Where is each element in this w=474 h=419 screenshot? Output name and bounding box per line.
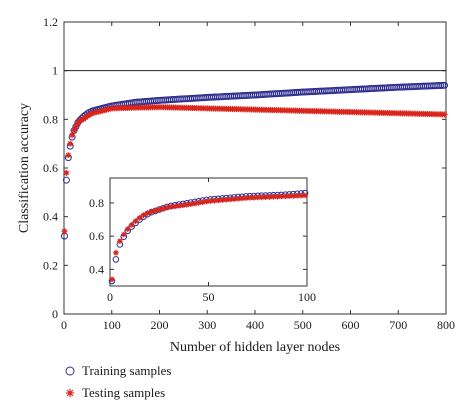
main-x-tick-label: 800 [437, 318, 455, 332]
testing-point [69, 132, 76, 139]
testing-point [136, 215, 143, 221]
testing-point [152, 207, 159, 214]
main-y-tick-label: 0.6 [43, 161, 58, 175]
testing-point [109, 276, 115, 283]
main-series-training-samples [60, 81, 449, 240]
testing-point [140, 212, 147, 218]
legend: Training samples Testing samples [65, 363, 171, 400]
testing-point [441, 111, 448, 118]
testing-point [231, 196, 237, 202]
main-y-tick-label: 0 [52, 307, 58, 321]
testing-point [132, 218, 139, 224]
testing-point [258, 194, 265, 201]
training-point [65, 366, 75, 376]
testing-point [223, 196, 230, 203]
testing-point [67, 140, 74, 147]
testing-point [176, 203, 182, 209]
x-axis-label: Number of hidden layer nodes [170, 340, 340, 355]
inset-y-tick-label: 0.6 [89, 229, 104, 243]
testing-point [274, 193, 281, 200]
main-x-tick-label: 300 [198, 318, 216, 332]
testing-point [187, 201, 194, 208]
testing-point [65, 152, 72, 159]
testing-point [124, 226, 131, 232]
testing-point [120, 231, 127, 238]
main-y-tick-label: 1 [52, 64, 58, 78]
testing-point [247, 195, 253, 201]
testing-point [61, 228, 68, 235]
main-x-tick-label: 600 [342, 318, 360, 332]
inset-y-tick-label: 0.8 [89, 196, 104, 210]
main-x-tick-label: 0 [61, 318, 67, 332]
testing-point [199, 199, 206, 206]
inset-series-testing-samples [109, 192, 308, 283]
inset-x-tick-label: 50 [203, 290, 215, 304]
training-point [112, 256, 120, 263]
testing-point [113, 249, 119, 256]
main-y-tick-label: 0.2 [43, 258, 58, 272]
testing-point [235, 195, 241, 202]
testing-point [168, 204, 174, 210]
main-y-tick-label: 1.2 [43, 15, 58, 29]
main-x-tick-label: 700 [389, 318, 407, 332]
inset-y-tick-label: 0.4 [89, 262, 104, 276]
main-x-tick-label: 100 [103, 318, 121, 332]
y-axis-label: Classification accuracy [17, 103, 32, 233]
inset-x-tick-label: 100 [298, 290, 316, 304]
testing-point [302, 192, 308, 199]
legend-label: Training samples [82, 363, 171, 378]
training-point [62, 176, 70, 184]
inset-x-tick-label: 0 [107, 290, 113, 304]
testing-point [282, 193, 289, 200]
training-point [441, 81, 449, 89]
testing-point [66, 389, 74, 397]
main-x-tick-label: 200 [151, 318, 169, 332]
testing-point [128, 222, 135, 228]
main-y-tick-label: 0.8 [43, 112, 58, 126]
main-x-tick-label: 400 [246, 318, 264, 332]
testing-point [191, 200, 198, 207]
inset-plot: 0 50 100 0.4 0.6 0.8 [89, 177, 316, 304]
main-x-tick-label: 500 [294, 318, 312, 332]
main-y-tick-label: 0.4 [43, 210, 58, 224]
testing-point [227, 196, 233, 203]
testing-point [63, 169, 70, 176]
testing-point [117, 238, 123, 244]
testing-point [184, 202, 190, 208]
main-series-testing-samples [61, 104, 448, 235]
testing-point [195, 200, 202, 206]
legend-label: Testing samples [82, 385, 165, 400]
testing-point [262, 194, 269, 200]
